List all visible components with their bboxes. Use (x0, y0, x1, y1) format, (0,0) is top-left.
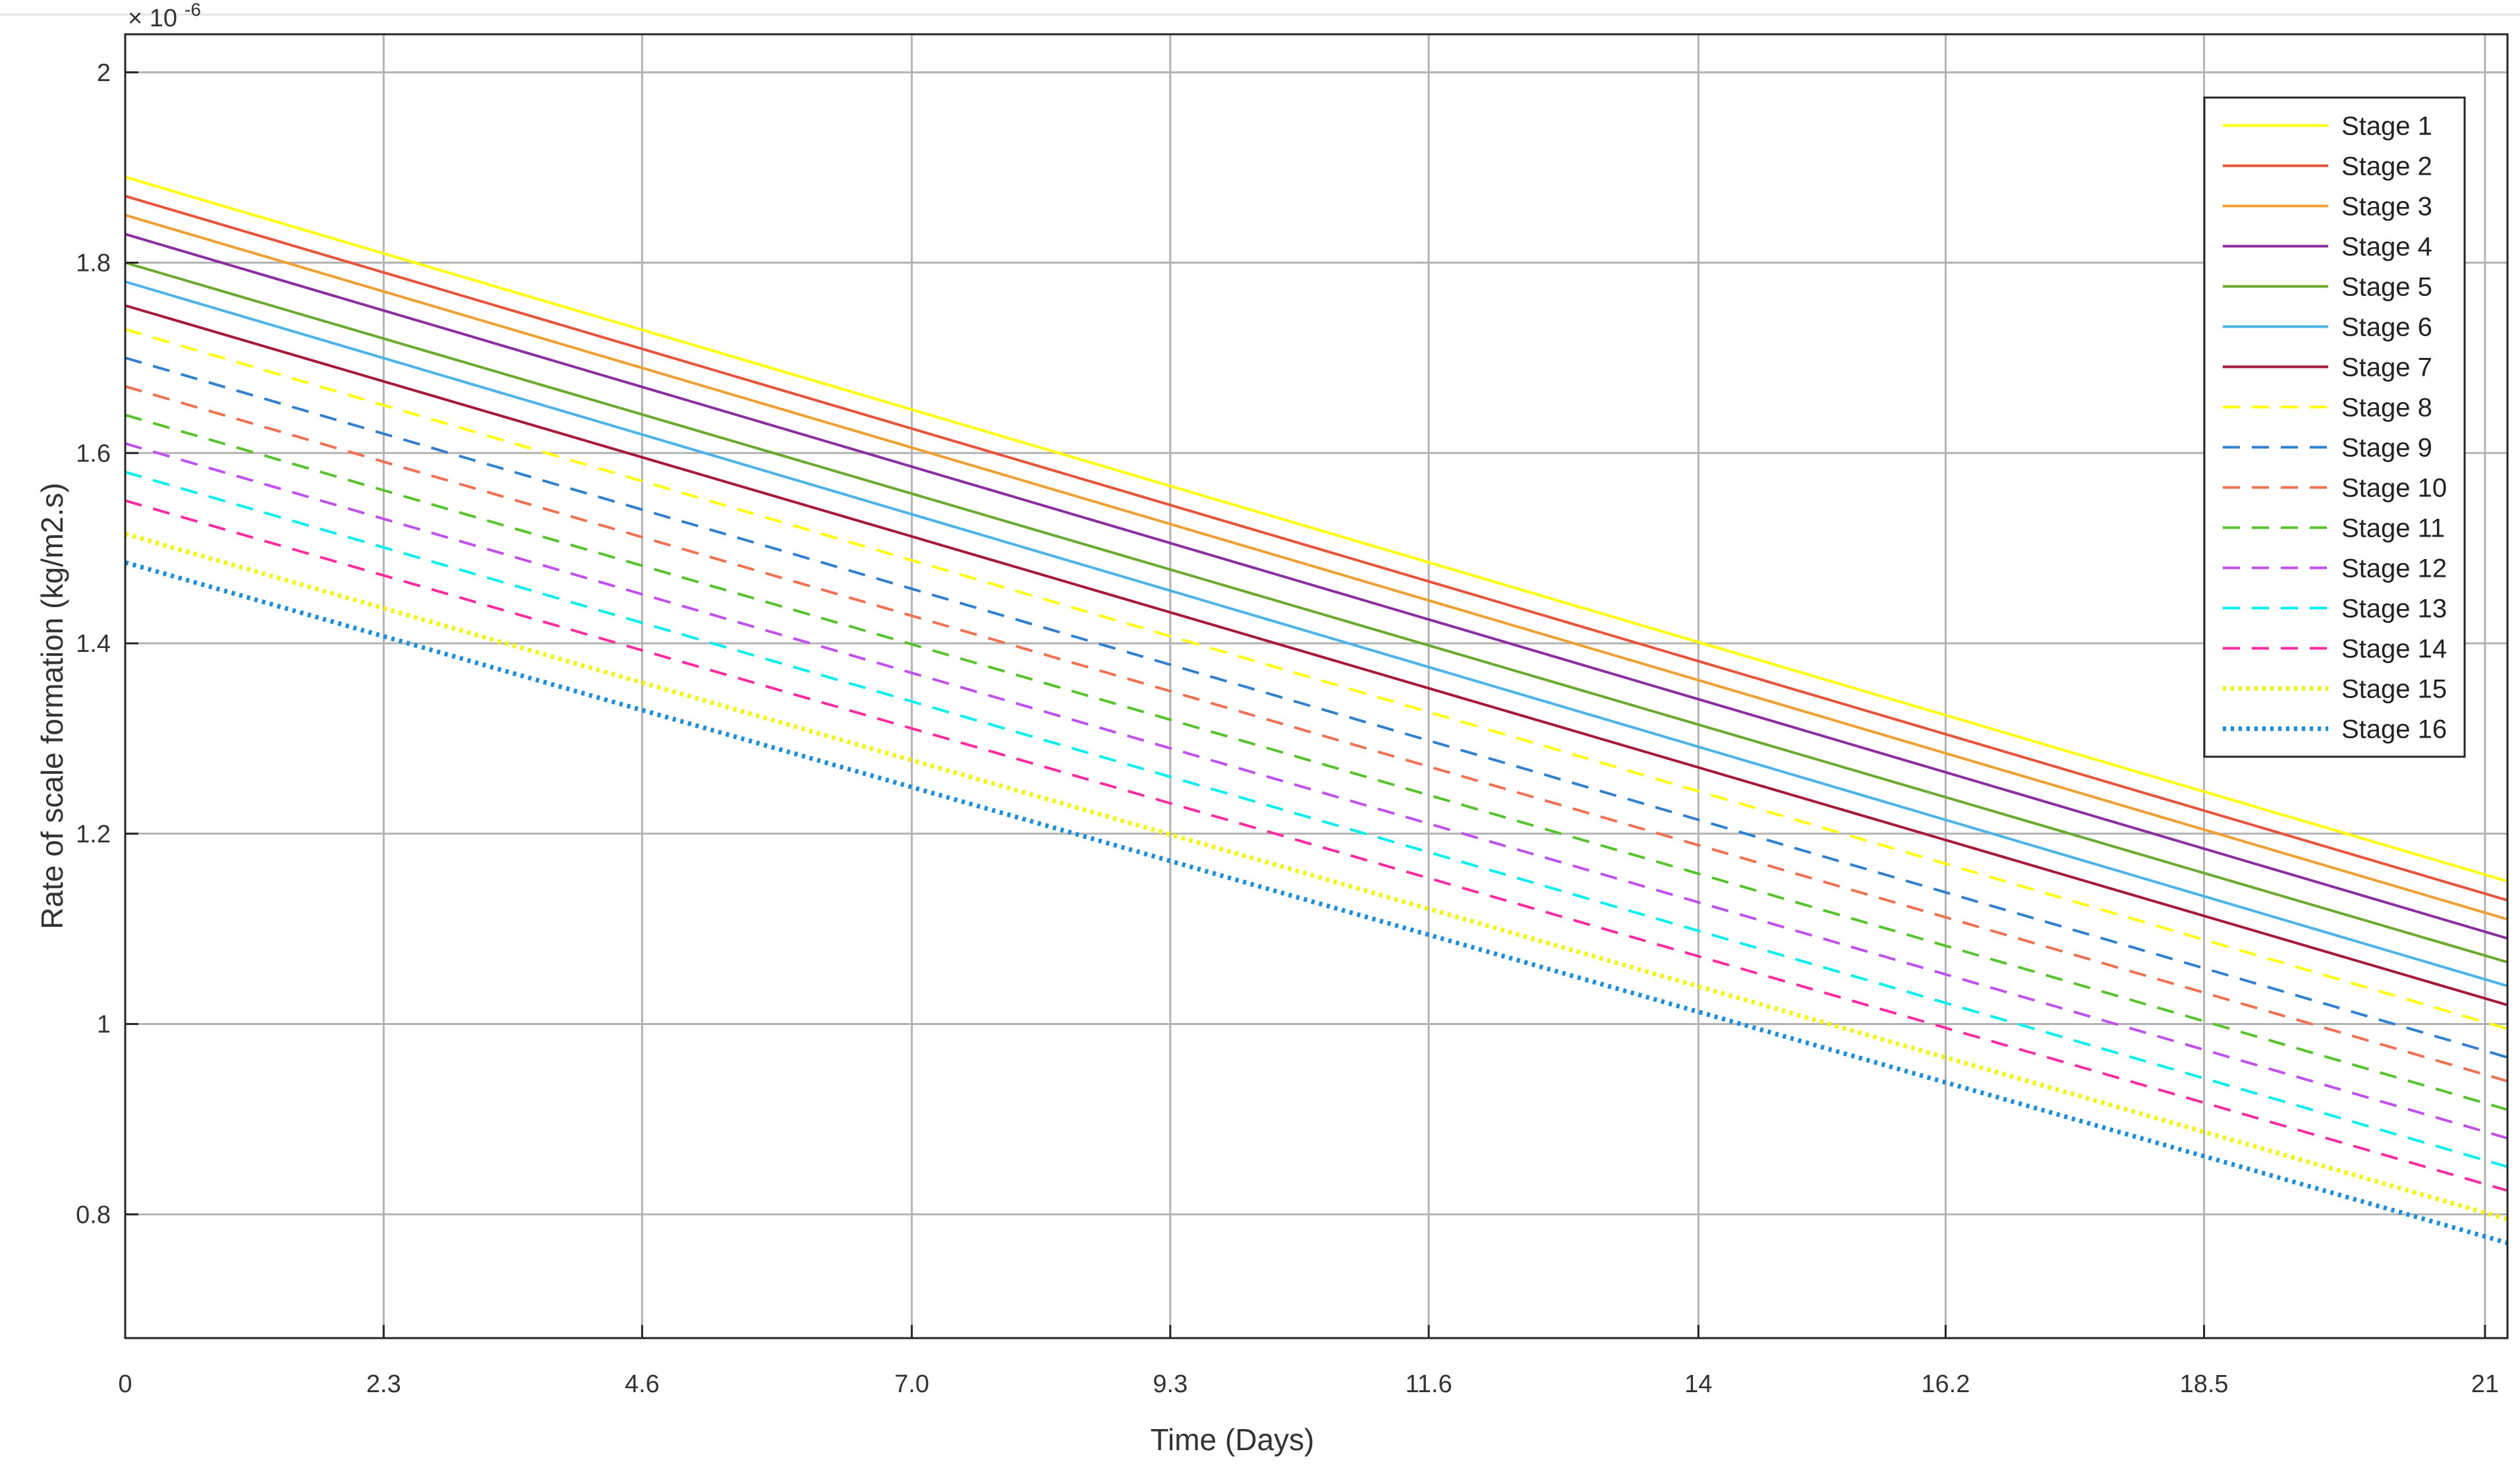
y-tick-label: 1.4 (76, 630, 111, 658)
x-tick-label: 2.3 (366, 1370, 401, 1398)
series-line-stage-11 (125, 413, 2508, 1111)
legend-label: Stage 13 (2341, 595, 2447, 624)
x-axis-title: Time (Days) (1151, 1422, 1315, 1457)
x-tick-label: 0 (118, 1370, 132, 1398)
legend-label: Stage 15 (2341, 675, 2447, 704)
legend-label: Stage 12 (2341, 554, 2447, 583)
x-tick-label: 14 (1684, 1370, 1712, 1398)
y-tick-label: 1.8 (76, 250, 111, 278)
series-line-stage-13 (125, 471, 2508, 1169)
legend-label: Stage 14 (2341, 635, 2447, 664)
legend-label: Stage 6 (2341, 313, 2432, 342)
x-tick-label: 7.0 (894, 1370, 929, 1398)
y-tick-label: 1 (97, 1011, 111, 1039)
y-tick-label: 2 (97, 59, 111, 87)
y-tick-label: 0.8 (76, 1201, 111, 1229)
legend-label: Stage 9 (2341, 434, 2432, 463)
legend-label: Stage 8 (2341, 394, 2432, 423)
series-line-stage-14 (125, 499, 2508, 1192)
series-line-stage-2 (125, 194, 2508, 902)
legend-label: Stage 16 (2341, 715, 2447, 744)
series-line-stage-1 (125, 175, 2508, 883)
x-tick-label: 18.5 (2180, 1370, 2229, 1398)
series-line-stage-3 (125, 214, 2508, 921)
x-tick-label: 11.6 (1405, 1370, 1452, 1398)
x-tick-label: 4.6 (625, 1370, 660, 1398)
x-tick-label: 16.2 (1921, 1370, 1970, 1398)
series-line-stage-8 (125, 328, 2508, 1030)
legend-label: Stage 10 (2341, 474, 2447, 503)
series-line-stage-15 (125, 531, 2508, 1221)
y-axis-title: Rate of scale formation (kg/m2.s) (35, 483, 69, 929)
y-tick-label: 1.2 (76, 821, 111, 848)
series-line-stage-4 (125, 233, 2508, 940)
series-line-stage-6 (125, 280, 2508, 987)
series-line-stage-12 (125, 442, 2508, 1140)
y-tick-label: 1.6 (76, 440, 111, 467)
legend-label: Stage 11 (2341, 514, 2445, 543)
y-exponent-label: × 10 (128, 5, 177, 32)
x-tick-label: 21 (2471, 1370, 2499, 1398)
legend-label: Stage 1 (2341, 112, 2432, 141)
series-line-stage-10 (125, 385, 2508, 1083)
legend: Stage 1 Stage 2 Stage 3 Stage 4 Stage 5 Stage… (2203, 96, 2466, 758)
grid-lines (124, 34, 2507, 1338)
series-lines (125, 175, 2508, 1245)
y-exponent-power: -6 (185, 0, 201, 20)
axis-ticks: 0 2.3 4.6 7.0 9.3 11.6 14 16.2 18.5 21 0.8 1 1.2 1.4 1… (76, 59, 2499, 1398)
legend-label: Stage 4 (2341, 233, 2432, 262)
series-line-stage-5 (125, 261, 2508, 964)
series-line-stage-9 (125, 356, 2508, 1059)
series-line-stage-16 (125, 560, 2508, 1245)
plot-area-frame (124, 33, 2509, 1339)
legend-label: Stage 7 (2341, 353, 2432, 382)
legend-label: Stage 2 (2341, 152, 2432, 181)
series-line-stage-7 (125, 304, 2508, 1007)
legend-label: Stage 3 (2341, 192, 2432, 221)
legend-label: Stage 5 (2341, 273, 2432, 302)
x-tick-label: 9.3 (1153, 1370, 1188, 1398)
legend-box (2203, 96, 2466, 758)
